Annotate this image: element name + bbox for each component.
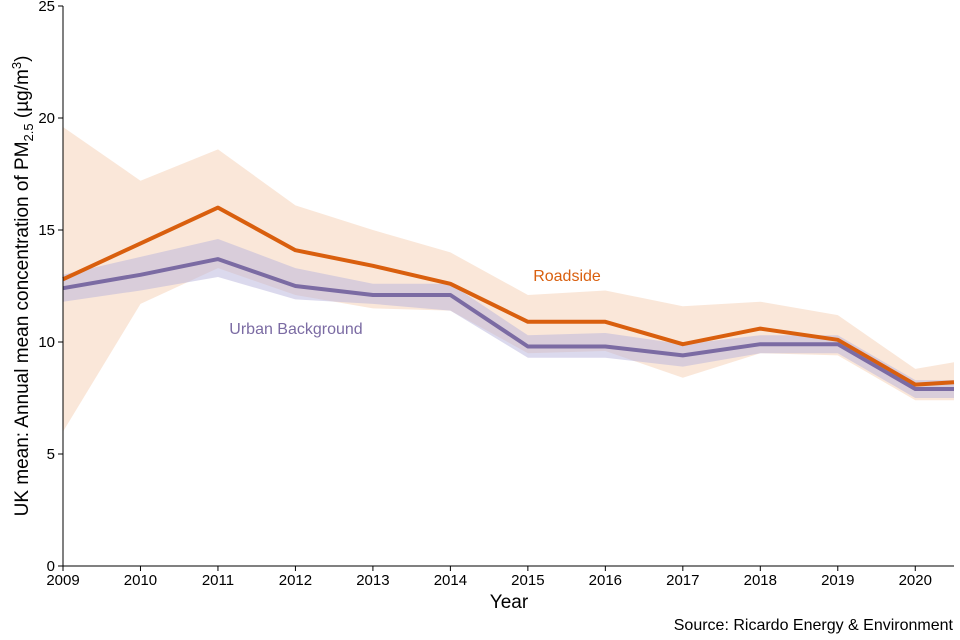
band-urban-background (63, 239, 954, 398)
x-axis-ticks: 2009 2010 2011 2012 2013 2014 2015 2016 2017 2018… (46, 566, 932, 589)
y-tick-label: 25 (38, 0, 55, 15)
line-urban-background (62, 257, 954, 391)
x-tick-label: 2019 (821, 572, 854, 589)
x-tick-label: 2020 (899, 572, 932, 589)
confidence-bands (63, 127, 954, 432)
y-tick-label: 10 (38, 334, 55, 351)
series-lines (62, 205, 955, 391)
y-tick-label: 0 (47, 558, 55, 575)
axes (62, 6, 954, 567)
y-tick-label: 5 (47, 446, 55, 463)
x-tick-label: 2015 (511, 572, 544, 589)
source-note: Source: Ricardo Energy & Environment (674, 617, 954, 634)
y-axis-title-subscript: 2.5 (21, 123, 36, 141)
x-tick-label: 2012 (279, 572, 312, 589)
y-axis-title-main: UK mean: Annual mean concentration of PM (12, 141, 33, 516)
y-tick-label: 15 (38, 222, 55, 239)
line-roadside (62, 205, 955, 387)
x-tick-label: 2010 (124, 572, 157, 589)
y-axis-title-unit-close: ) (12, 56, 33, 62)
y-axis-ticks: 0 5 10 15 20 25 (38, 0, 63, 575)
x-tick-label: 2018 (744, 572, 777, 589)
x-tick-label: 2017 (666, 572, 699, 589)
x-tick-label: 2011 (202, 572, 234, 589)
y-axis-title: UK mean: Annual mean concentration of PM… (9, 56, 36, 517)
x-tick-label: 2013 (356, 572, 389, 589)
y-tick-label: 20 (38, 110, 55, 127)
series-label-roadside: Roadside (533, 268, 601, 285)
y-axis-title-unit-open: (µg/m (12, 69, 33, 123)
x-tick-label: 2016 (589, 572, 622, 589)
x-axis-title: Year (490, 592, 529, 613)
series-label-urban-background: Urban Background (229, 321, 362, 338)
x-tick-label: 2014 (434, 572, 467, 589)
x-tick-label: 2009 (46, 572, 79, 589)
y-axis-title-superscript: 3 (9, 62, 24, 69)
